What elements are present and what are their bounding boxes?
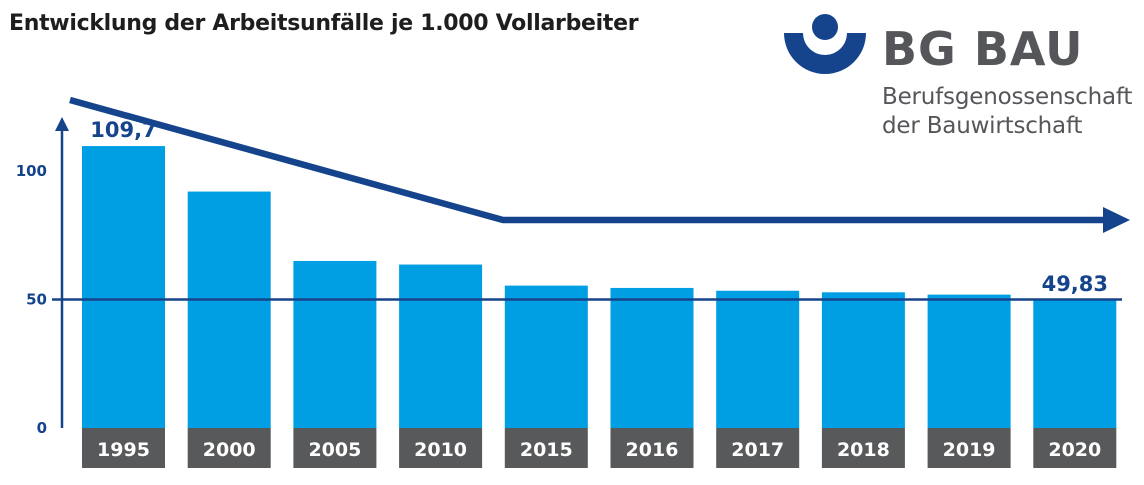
brand-name: BG BAU [882, 22, 1084, 76]
x-tick-label-1995: 1995 [97, 439, 150, 461]
year-labels-group: 1995 2000 2005 2010 2015 2016 2017 2018 2019 2020 [82, 428, 1117, 468]
page-title: Entwicklung der Arbeitsunfälle je 1.000 … [9, 11, 639, 36]
year-box-2000 [187, 428, 271, 468]
bar-2016 [610, 287, 694, 428]
bar-2015 [504, 285, 588, 428]
y-axis-arrowhead [55, 117, 69, 131]
x-tick-label-2015: 2015 [520, 439, 573, 461]
bar-2000 [187, 191, 271, 428]
y-ticks-group: 0 50 100 [16, 162, 47, 437]
brand-subtitle-line2: der Bauwirtschaft [882, 113, 1083, 139]
year-box-1995 [82, 428, 165, 468]
bar-2005 [293, 260, 377, 428]
year-box-2005 [293, 428, 377, 468]
year-box-2020 [1033, 428, 1117, 468]
bar-2017 [716, 290, 800, 428]
x-tick-label-2020: 2020 [1048, 439, 1101, 461]
bars-group [82, 146, 1117, 429]
year-box-2010 [399, 428, 483, 468]
x-tick-label-2016: 2016 [626, 439, 679, 461]
bar-2019 [927, 294, 1011, 428]
brand-subtitle-line1: Berufsgenossenschaft [882, 84, 1133, 110]
trend-arrowhead [1103, 207, 1130, 233]
year-box-2016 [610, 428, 694, 468]
logo-head-icon [812, 14, 838, 40]
data-label-2020: 49,83 [1042, 272, 1108, 296]
logo-arc-icon [784, 33, 866, 74]
x-tick-label-2017: 2017 [731, 439, 784, 461]
year-box-2015 [504, 428, 588, 468]
bg-bau-logo-icon [784, 14, 866, 74]
bar-2018 [821, 292, 905, 428]
year-box-2019 [927, 428, 1011, 468]
y-tick-label-0: 0 [37, 419, 47, 437]
x-tick-label-2005: 2005 [308, 439, 361, 461]
year-box-2017 [716, 428, 800, 468]
bar-2020 [1033, 299, 1117, 428]
bar-2010 [399, 264, 483, 428]
x-tick-label-2010: 2010 [414, 439, 467, 461]
y-tick-label-50: 50 [26, 291, 47, 309]
x-tick-label-2019: 2019 [943, 439, 996, 461]
x-tick-label-2000: 2000 [203, 439, 256, 461]
year-box-2018 [821, 428, 905, 468]
bar-1995 [82, 146, 165, 429]
x-tick-label-2018: 2018 [837, 439, 890, 461]
y-tick-label-100: 100 [16, 162, 47, 180]
trend-arrow-line [69, 96, 1105, 224]
